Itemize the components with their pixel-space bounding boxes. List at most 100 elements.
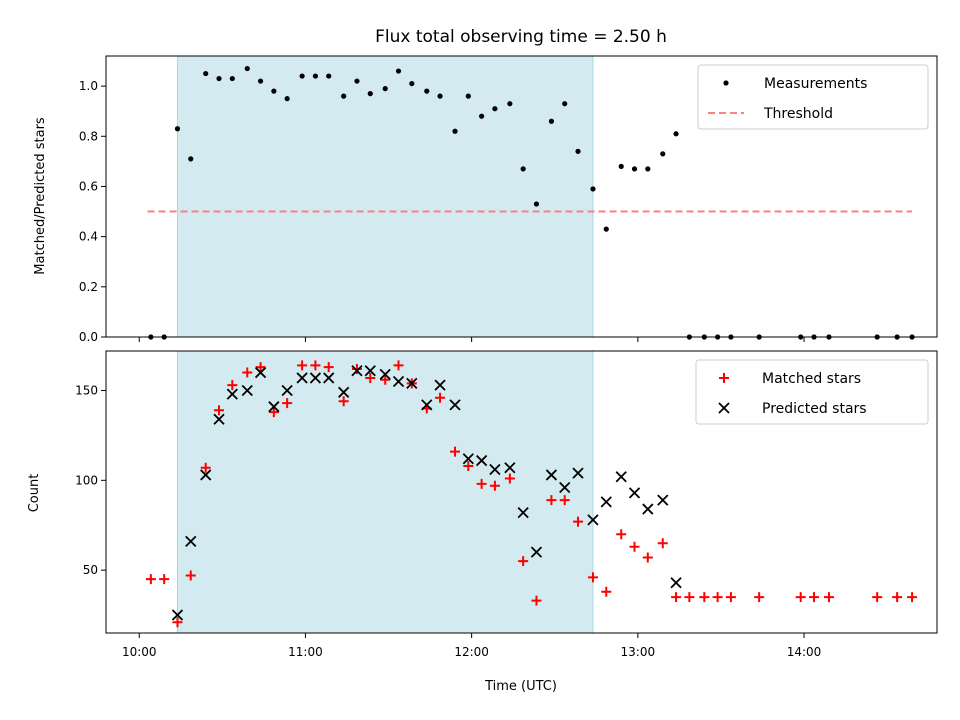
legend-entry-label: Matched stars <box>762 371 861 387</box>
matched-star-point <box>351 363 362 374</box>
predicted-star-point <box>642 503 654 515</box>
matched-star-point <box>450 446 461 457</box>
measurement-point <box>382 86 388 92</box>
predicted-star-point <box>309 372 322 384</box>
matched-star-point <box>393 360 404 371</box>
x-tick-label: 12:00 <box>454 645 489 659</box>
x-tick-label: 14:00 <box>787 645 822 659</box>
predicted-star-point <box>517 507 529 519</box>
predicted-star-point <box>200 469 212 481</box>
predicted-star-point <box>281 384 293 397</box>
matched-star-point <box>380 374 391 385</box>
matched-star-point <box>435 392 446 403</box>
matched-star-point <box>282 398 293 409</box>
measurement-point <box>395 68 402 74</box>
matched-star-point <box>699 592 710 603</box>
measurement-point <box>244 65 250 72</box>
matched-star-point <box>616 529 627 540</box>
measurement-point <box>216 75 222 82</box>
measurement-point <box>631 166 638 172</box>
predicted-star-point <box>475 454 488 467</box>
predicted-star-point <box>254 366 267 379</box>
chart-title: Flux total observing time = 2.50 h <box>375 27 667 47</box>
predicted-star-point <box>434 379 446 391</box>
axes-frame <box>105 55 938 338</box>
measurement-point <box>174 126 181 132</box>
predicted-star-point <box>530 546 543 558</box>
predicted-star-point <box>338 386 350 398</box>
measurement-point <box>271 88 277 94</box>
predicted-star-point <box>351 365 363 377</box>
matched-star-point <box>310 360 321 371</box>
x-tick-label: 10:00 <box>122 645 157 659</box>
legend-box <box>695 359 929 425</box>
matched-star-point <box>809 592 820 603</box>
measurement-point <box>645 166 651 172</box>
measurement-point <box>203 70 209 77</box>
matched-star-point <box>671 592 682 603</box>
predicted-star-point <box>504 462 516 474</box>
axes-frame <box>105 350 938 634</box>
matched-star-point <box>489 480 500 491</box>
matched-star-point <box>463 460 474 471</box>
matched-star-point <box>872 592 883 603</box>
measurement-point <box>257 78 264 84</box>
matched-star-point <box>642 552 653 563</box>
predicted-star-point <box>241 384 253 397</box>
measurement-point <box>520 166 526 172</box>
matched-star-point <box>476 478 487 489</box>
predicted-star-point <box>296 372 308 384</box>
legend-predicted-marker <box>718 402 730 414</box>
matched-star-point <box>546 495 557 506</box>
matched-star-point <box>684 592 695 603</box>
y-tick-label: 1.0 <box>79 79 98 93</box>
predicted-star-point <box>670 577 682 589</box>
measurement-point <box>284 96 290 102</box>
matched-star-point <box>531 595 542 606</box>
measurement-point <box>562 101 568 107</box>
observing-window-span <box>176 350 594 634</box>
matched-star-point <box>365 372 376 383</box>
predicted-star-point <box>421 399 433 411</box>
matched-star-point <box>504 473 515 484</box>
predicted-star-point <box>572 467 584 479</box>
matched-star-point <box>795 592 806 603</box>
predicted-star-point <box>600 496 612 508</box>
predicted-star-point <box>559 481 571 494</box>
y-tick-label: 0.2 <box>79 280 98 294</box>
predicted-star-point <box>615 471 627 483</box>
matched-star-point <box>587 572 598 583</box>
matched-star-point <box>892 592 903 603</box>
matched-star-point <box>159 574 170 585</box>
measurement-point <box>229 75 235 82</box>
predicted-star-point <box>268 401 280 413</box>
predicted-star-point <box>185 535 197 548</box>
predicted-star-point <box>462 453 474 465</box>
matched-star-point <box>338 396 349 407</box>
measurement-point <box>603 226 609 232</box>
matched-star-point <box>214 405 225 416</box>
matched-star-point <box>712 592 723 603</box>
predicted-star-point <box>226 388 238 400</box>
top-y-axis-label: Matched/Predicted stars <box>33 117 48 275</box>
measurement-point <box>437 93 443 99</box>
measurement-point <box>618 163 624 169</box>
matched-star-point <box>268 407 279 418</box>
legend-measurement-marker <box>723 80 729 86</box>
matched-star-point <box>145 574 156 585</box>
predicted-star-point <box>364 365 376 377</box>
measurement-point <box>299 73 305 79</box>
predicted-star-point <box>323 372 335 384</box>
measurement-point <box>479 113 485 119</box>
measurement-point <box>590 186 596 192</box>
matched-star-point <box>185 570 196 581</box>
matched-star-point <box>559 495 570 506</box>
measurement-point <box>409 80 415 87</box>
legend-matched-marker <box>719 373 729 383</box>
matched-star-point <box>200 462 211 473</box>
measurement-point <box>492 106 498 112</box>
top-panel: 0.0 0.2 0.4 0.6 0.8 1.0 Measurements Threshold <box>79 55 938 344</box>
matched-star-point <box>823 592 834 603</box>
measurement-point <box>660 151 666 157</box>
